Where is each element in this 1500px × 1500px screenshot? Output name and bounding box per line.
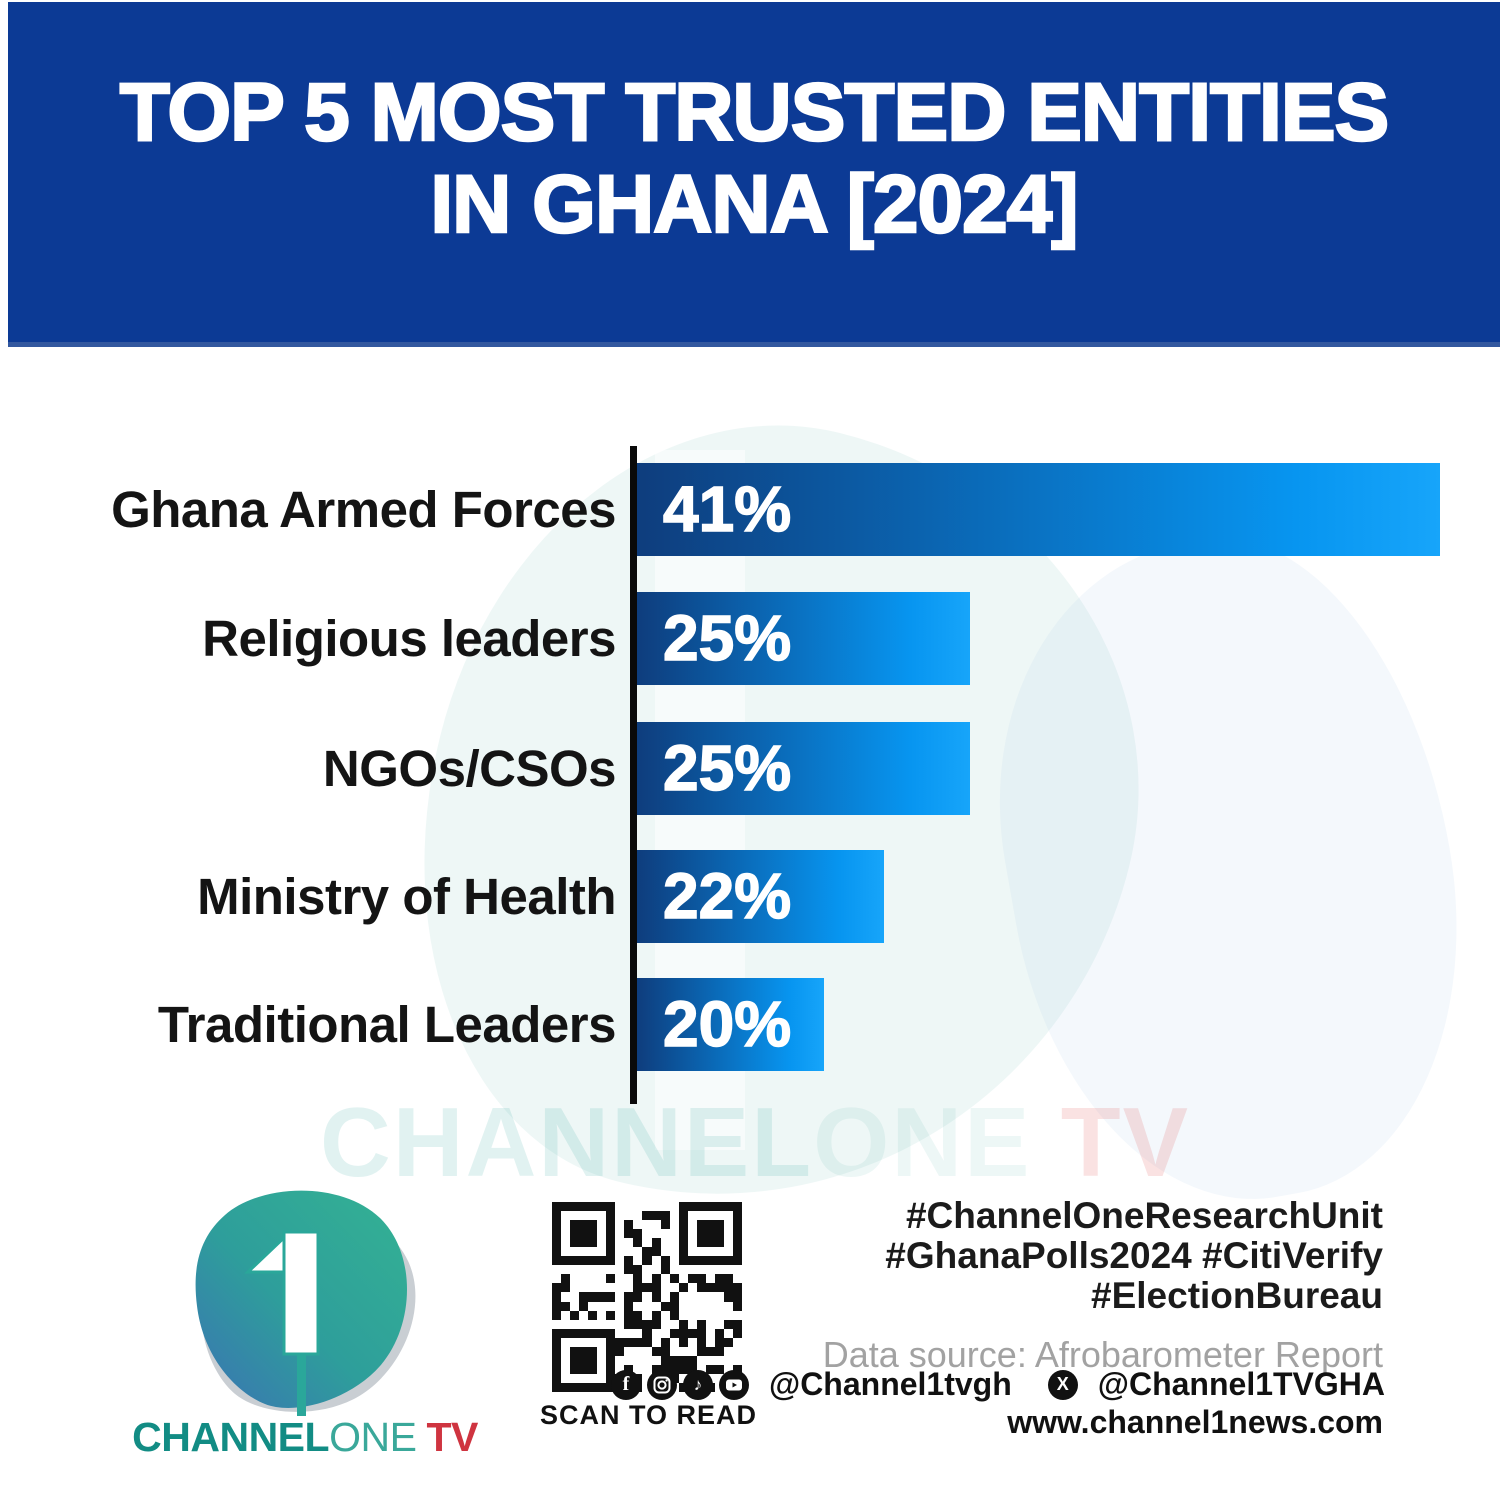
bar-ngos-csos: 25% — [637, 722, 970, 815]
category-label: Ministry of Health — [197, 868, 616, 925]
hashtags-block: #ChannelOneResearchUnit #GhanaPolls2024 … — [885, 1196, 1383, 1316]
category-label: Ghana Armed Forces — [111, 481, 616, 538]
logo-wordmark-tv: TV — [426, 1414, 478, 1460]
facebook-icon: f — [610, 1369, 641, 1400]
tiktok-icon: ♪ — [682, 1369, 713, 1400]
social-handle-x: @Channel1TVGHA — [1097, 1366, 1385, 1402]
category-label: NGOs/CSOs — [322, 740, 617, 797]
bar-religious-leaders: 25% — [637, 592, 970, 685]
header-banner: TOP 5 MOST TRUSTED ENTITIES IN GHANA [20… — [8, 2, 1500, 347]
bar-ghana-armed-forces: 41% — [637, 463, 1440, 556]
qr-code — [552, 1202, 742, 1392]
category-label: Traditional Leaders — [157, 996, 617, 1053]
watermark-channel: CHANNEL — [320, 1087, 814, 1197]
instagram-icon — [646, 1369, 677, 1400]
youtube-icon — [718, 1369, 749, 1400]
page-title: TOP 5 MOST TRUSTED ENTITIES IN GHANA [20… — [119, 66, 1391, 277]
logo-wordmark: CHANNELONE TV — [130, 1414, 480, 1461]
logo-wordmark-channel: CHANNEL — [132, 1414, 330, 1460]
social-handle-primary: @Channel1tvgh — [768, 1366, 1012, 1402]
chart-axis-line — [630, 446, 637, 1104]
logo-digit-one — [244, 1228, 320, 1416]
bar-traditional-leaders: 20% — [637, 978, 824, 1071]
bar-ministry-of-health: 22% — [637, 850, 884, 943]
channel-one-logo — [195, 1190, 416, 1416]
watermark-tv: TV — [1031, 1087, 1190, 1197]
category-label: Religious leaders — [202, 610, 616, 667]
hashtag-line2: #GhanaPolls2024 #CitiVerify — [885, 1235, 1383, 1276]
qr-caption: SCAN TO READ — [540, 1400, 758, 1430]
social-row: f ♪ @Channel1tvgh X @Channel1TVGHA — [610, 1366, 1385, 1403]
data-source-note: Data source: Afrobarometer Report — [822, 1334, 1383, 1375]
watermark-wordmark: CHANNELONE TV — [0, 1086, 1500, 1199]
x-icon: X — [1047, 1369, 1078, 1400]
website-url: www.channel1news.com — [1007, 1404, 1383, 1440]
logo-wordmark-one: ONE — [329, 1414, 417, 1460]
page-title-line2: IN GHANA [2024] — [429, 158, 1080, 252]
hashtag-line3: #ElectionBureau — [1091, 1275, 1383, 1316]
watermark-one: ONE — [813, 1087, 1032, 1197]
hashtag-line1: #ChannelOneResearchUnit — [905, 1195, 1383, 1236]
page-title-line1: TOP 5 MOST TRUSTED ENTITIES — [119, 66, 1391, 160]
